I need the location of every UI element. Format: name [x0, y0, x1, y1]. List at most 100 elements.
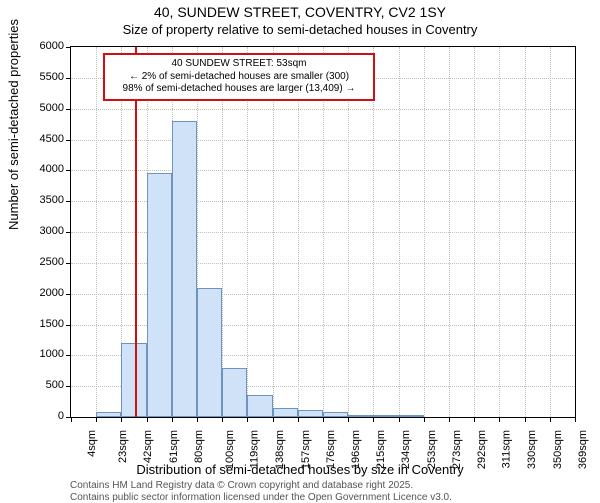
gridline-v: [273, 47, 274, 417]
chart-title: 40, SUNDEW STREET, COVENTRY, CV2 1SY: [0, 4, 600, 20]
histogram-bar: [121, 343, 146, 417]
xtick-mark: [525, 417, 526, 422]
xtick-mark: [96, 417, 97, 422]
gridline-v: [550, 47, 551, 417]
histogram-bar: [298, 410, 323, 417]
xtick-mark: [499, 417, 500, 422]
y-axis-label: Number of semi-detached properties: [6, 19, 21, 230]
ytick-label: 4500: [24, 133, 64, 145]
xtick-mark: [172, 417, 173, 422]
xtick-label: 330sqm: [527, 430, 539, 469]
xtick-label: 80sqm: [193, 430, 205, 463]
histogram-bar: [197, 288, 222, 418]
xtick-mark: [71, 417, 72, 422]
ytick-mark: [66, 386, 71, 387]
xtick-mark: [247, 417, 248, 422]
xtick-mark: [222, 417, 223, 422]
ytick-label: 1500: [24, 318, 64, 330]
xtick-label: 4sqm: [86, 430, 98, 457]
histogram-bar: [247, 395, 272, 417]
annotation-callout: 40 SUNDEW STREET: 53sqm ← 2% of semi-det…: [103, 53, 375, 101]
chart-frame: { "chart": { "type": "histogram", "title…: [0, 0, 600, 500]
ytick-mark: [66, 201, 71, 202]
gridline-v: [96, 47, 97, 417]
histogram-bar: [147, 173, 172, 417]
ytick-mark: [66, 355, 71, 356]
ytick-label: 500: [24, 379, 64, 391]
ytick-mark: [66, 47, 71, 48]
gridline-v: [424, 47, 425, 417]
histogram-bar: [96, 412, 121, 417]
ytick-label: 6000: [24, 40, 64, 52]
xtick-label: 273sqm: [451, 430, 463, 469]
ytick-mark: [66, 263, 71, 264]
xtick-mark: [373, 417, 374, 422]
xtick-label: 350sqm: [552, 430, 564, 469]
ytick-mark: [66, 78, 71, 79]
xtick-mark: [197, 417, 198, 422]
xtick-mark: [273, 417, 274, 422]
gridline-v: [348, 47, 349, 417]
xtick-mark: [424, 417, 425, 422]
footer-line2: Contains public sector information licen…: [70, 492, 452, 503]
xtick-mark: [298, 417, 299, 422]
ytick-mark: [66, 170, 71, 171]
xtick-label: 369sqm: [577, 430, 589, 469]
ytick-mark: [66, 325, 71, 326]
ytick-mark: [66, 232, 71, 233]
ytick-label: 4000: [24, 163, 64, 175]
histogram-bar: [172, 121, 197, 417]
xtick-label: 23sqm: [117, 430, 129, 463]
ytick-label: 3500: [24, 194, 64, 206]
xtick-label: 215sqm: [375, 430, 387, 469]
xtick-label: 196sqm: [350, 430, 362, 469]
ytick-mark: [66, 294, 71, 295]
xtick-label: 119sqm: [249, 430, 261, 468]
gridline-v: [373, 47, 374, 417]
xtick-mark: [474, 417, 475, 422]
ytick-label: 1000: [24, 348, 64, 360]
xtick-label: 100sqm: [224, 430, 236, 469]
xtick-mark: [575, 417, 576, 422]
ytick-mark: [66, 140, 71, 141]
xtick-mark: [550, 417, 551, 422]
xtick-label: 234sqm: [401, 430, 413, 469]
ytick-label: 2000: [24, 287, 64, 299]
xtick-label: 61sqm: [168, 430, 180, 463]
gridline-v: [298, 47, 299, 417]
gridline-v: [449, 47, 450, 417]
xtick-label: 292sqm: [476, 430, 488, 469]
xtick-mark: [399, 417, 400, 422]
histogram-bar: [348, 415, 373, 417]
histogram-bar: [399, 415, 424, 417]
histogram-bar: [373, 415, 398, 417]
gridline-v: [399, 47, 400, 417]
xtick-mark: [449, 417, 450, 422]
xtick-label: 157sqm: [300, 430, 312, 469]
plot-area: 40 SUNDEW STREET: 53sqm ← 2% of semi-det…: [70, 46, 576, 418]
xtick-label: 138sqm: [275, 430, 287, 469]
ytick-label: 3000: [24, 225, 64, 237]
footer-line1: Contains HM Land Registry data © Crown c…: [70, 480, 413, 491]
callout-line3: 98% of semi-detached houses are larger (…: [111, 83, 367, 96]
callout-line2: ← 2% of semi-detached houses are smaller…: [111, 71, 367, 84]
xtick-mark: [147, 417, 148, 422]
gridline-v: [323, 47, 324, 417]
histogram-bar: [323, 412, 348, 417]
gridline-v: [247, 47, 248, 417]
histogram-bar: [222, 368, 247, 417]
histogram-bar: [273, 408, 298, 417]
xtick-mark: [348, 417, 349, 422]
ytick-label: 2500: [24, 256, 64, 268]
xtick-mark: [121, 417, 122, 422]
callout-line1: 40 SUNDEW STREET: 53sqm: [111, 58, 367, 71]
gridline-v: [525, 47, 526, 417]
ytick-label: 5500: [24, 71, 64, 83]
xtick-label: 176sqm: [325, 430, 337, 469]
gridline-v: [222, 47, 223, 417]
chart-subtitle: Size of property relative to semi-detach…: [0, 22, 600, 37]
xtick-label: 253sqm: [426, 430, 438, 469]
ytick-mark: [66, 109, 71, 110]
ytick-label: 5000: [24, 102, 64, 114]
gridline-v: [474, 47, 475, 417]
